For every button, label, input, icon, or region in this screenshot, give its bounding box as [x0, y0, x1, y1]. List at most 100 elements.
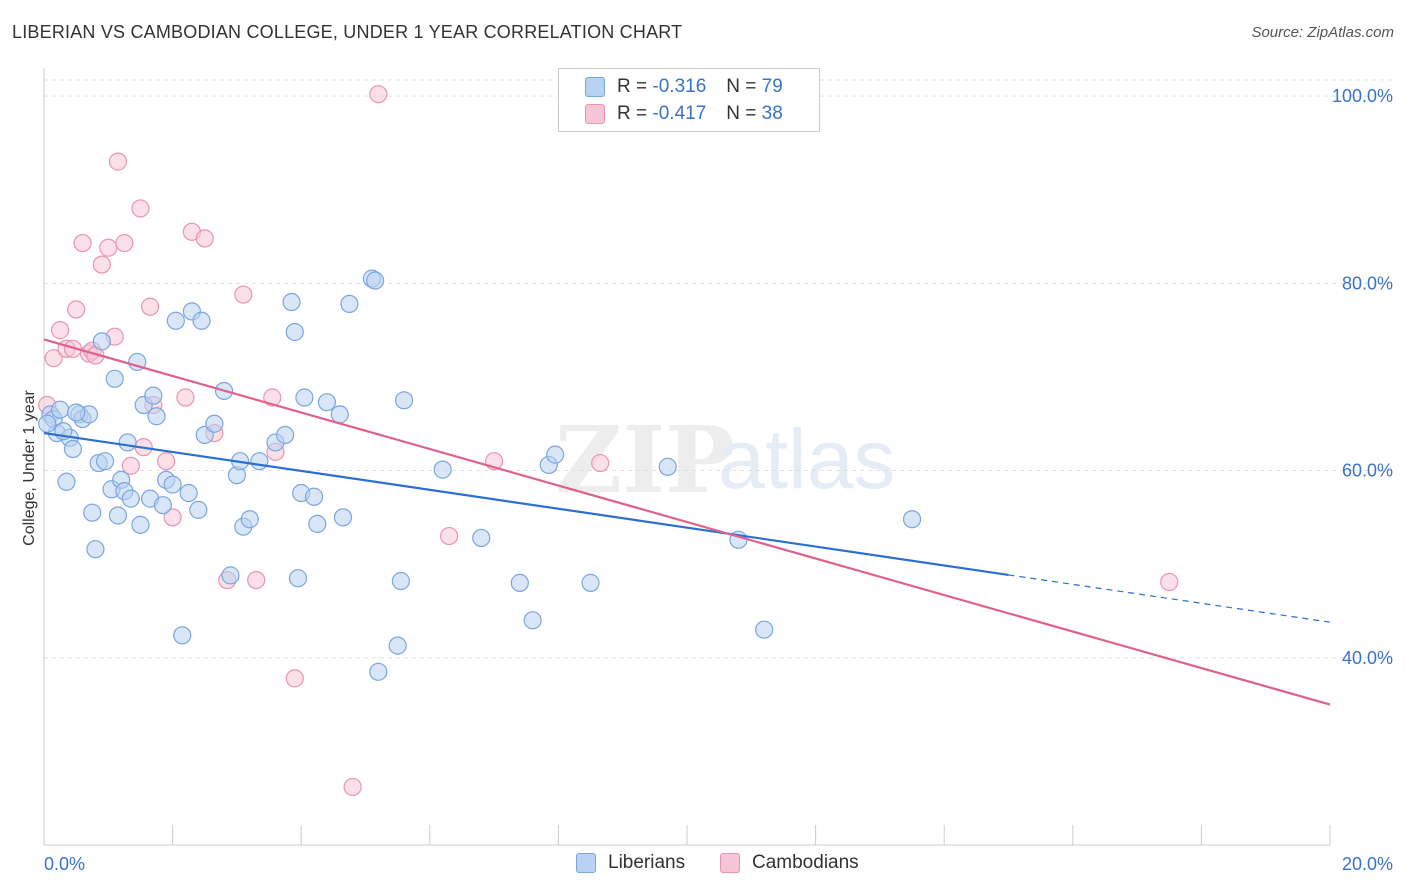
- cambodian-point-29: [263, 388, 282, 407]
- y-tick-label-40: 40.0%: [1342, 648, 1393, 668]
- grid-lines: [44, 79, 1393, 659]
- liberian-point-36: [192, 311, 211, 330]
- cambodian-point-27: [234, 285, 253, 304]
- liberians-trend-line: [43, 432, 1009, 577]
- cambodian-point-2: [50, 321, 70, 340]
- liberian-point-28: [153, 496, 173, 515]
- liberian-point-57: [333, 508, 353, 527]
- cambodians-legend-label: Cambodians: [752, 852, 859, 873]
- liberian-point-40: [221, 566, 240, 585]
- liberian-point-63: [391, 571, 410, 591]
- liberian-point-58: [340, 294, 359, 314]
- liberian-point-62: [388, 636, 407, 655]
- liberian-point-76: [38, 414, 57, 433]
- cambodian-point-37: [1160, 572, 1179, 592]
- cambodian-point-16: [131, 199, 150, 218]
- cambodian-point-11: [99, 238, 118, 257]
- liberian-point-32: [173, 626, 192, 645]
- source-credit: Source: ZipAtlas.com: [1251, 24, 1394, 41]
- liberian-point-33: [179, 483, 198, 503]
- trend-lines: [43, 338, 1331, 706]
- liberian-point-55: [317, 393, 337, 412]
- cambodian-point-22: [176, 388, 195, 407]
- cambodian-point-20: [157, 452, 176, 471]
- liberian-point-27: [147, 407, 166, 426]
- cambodian-point-14: [115, 233, 134, 253]
- watermark-atlas: atlas: [718, 412, 895, 506]
- y-tick-label-80: 80.0%: [1342, 273, 1393, 293]
- liberian-point-31: [166, 311, 185, 330]
- legend-n-label: N =: [726, 103, 757, 124]
- liberian-point-78: [67, 403, 86, 422]
- cambodian-point-24: [195, 229, 214, 248]
- cambodian-point-32: [343, 777, 362, 797]
- cambodian-point-33: [369, 85, 388, 104]
- liberian-point-60: [366, 271, 385, 290]
- liberian-point-17: [108, 506, 128, 525]
- legend-r-label: R =: [617, 103, 648, 124]
- liberians-swatch: [585, 77, 605, 97]
- cambodian-point-36: [591, 453, 610, 473]
- liberian-point-56: [330, 405, 349, 424]
- cambodian-point-31: [285, 669, 304, 688]
- legend-item-cambodians[interactable]: Cambodians: [720, 852, 859, 874]
- axes: [43, 68, 1331, 846]
- legend-item-liberians[interactable]: Liberians: [576, 852, 685, 874]
- legend-row-liberians: R = -0.316 N = 79: [585, 75, 783, 99]
- liberian-point-16: [105, 369, 124, 388]
- legend-row-cambodians: R = -0.417 N = 38: [585, 102, 783, 126]
- chart-title: LIBERIAN VS CAMBODIAN COLLEGE, UNDER 1 Y…: [12, 22, 683, 42]
- liberian-point-65: [433, 460, 452, 479]
- cambodians-trend-line: [43, 338, 1331, 706]
- liberian-point-6: [63, 439, 83, 459]
- y-tick-label-100: 100.0%: [1332, 86, 1393, 106]
- cambodian-point-6: [73, 233, 92, 253]
- legend-r-label: R =: [617, 76, 648, 97]
- x-tick-label-0: 0.0%: [44, 854, 85, 874]
- liberian-point-67: [510, 573, 529, 592]
- liberian-point-68: [523, 611, 542, 630]
- liberian-point-66: [472, 528, 491, 548]
- liberians-points: [38, 269, 922, 681]
- liberian-point-61: [369, 662, 388, 681]
- liberian-point-45: [250, 452, 269, 471]
- liberian-point-21: [121, 489, 140, 508]
- liberians-legend-swatch: [576, 853, 596, 873]
- legend-r-value: -0.316: [652, 76, 707, 97]
- liberian-point-44: [240, 510, 259, 529]
- liberian-point-3: [50, 400, 70, 419]
- liberian-point-38: [205, 414, 224, 433]
- liberian-point-14: [95, 452, 115, 471]
- liberian-point-48: [282, 292, 301, 312]
- liberian-point-26: [144, 386, 163, 405]
- cambodian-point-18: [140, 297, 160, 316]
- series-legend: Liberians Cambodians: [0, 852, 1406, 878]
- liberian-point-74: [755, 620, 774, 639]
- liberian-point-30: [163, 475, 182, 494]
- x-tick-label-1: 20.0%: [1342, 854, 1393, 874]
- liberians-legend-label: Liberians: [608, 852, 686, 873]
- liberian-point-20: [118, 433, 137, 452]
- liberian-point-4: [57, 472, 76, 491]
- liberian-point-50: [288, 569, 308, 588]
- liberian-point-52: [295, 388, 314, 407]
- legend-r-value: -0.417: [652, 103, 707, 124]
- cambodian-point-1: [44, 349, 63, 368]
- watermark-zip: ZIP: [555, 406, 734, 514]
- liberian-point-10: [83, 503, 102, 522]
- y-tick-label-60: 60.0%: [1342, 461, 1393, 481]
- liberian-point-53: [304, 487, 324, 506]
- liberian-point-47: [276, 425, 295, 445]
- cambodian-point-34: [439, 526, 459, 546]
- legend-n-label: N =: [726, 76, 757, 97]
- liberian-point-70: [546, 445, 565, 464]
- correlation-legend: R = -0.316 N = 79 R = -0.417 N = 38: [558, 68, 820, 132]
- liberian-point-13: [92, 332, 111, 351]
- tick-labels: 0.0% 20.0% 40.0% 60.0% 80.0% 100.0%: [44, 86, 1393, 874]
- cambodian-point-13: [108, 152, 128, 171]
- cambodian-point-28: [247, 570, 266, 590]
- watermark: ZIP atlas: [555, 406, 895, 514]
- legend-n-value: 38: [761, 103, 783, 124]
- cambodians-swatch: [585, 104, 605, 124]
